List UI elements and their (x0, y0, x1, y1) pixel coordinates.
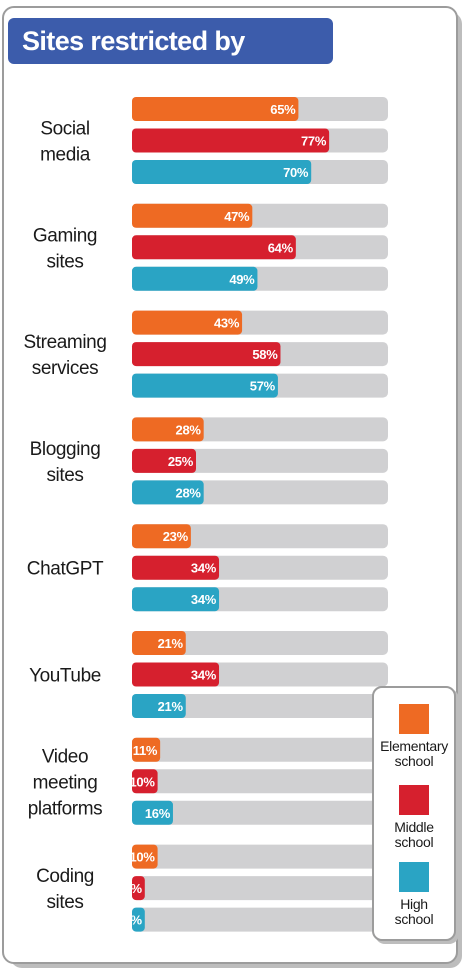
data-label: 64% (268, 240, 294, 255)
data-label: 34% (191, 668, 217, 683)
bar-middle-school (132, 769, 158, 794)
legend-label-middle-line1: Middle (394, 819, 434, 835)
bar-middle-school (132, 235, 296, 260)
bar-track (132, 876, 388, 901)
category-label: YouTube (29, 666, 101, 687)
bar-track (132, 524, 388, 549)
category-label: Video meeting platforms (28, 746, 103, 819)
data-label: 23% (163, 529, 189, 544)
bar-track (132, 737, 388, 762)
bar-middle-school (132, 662, 220, 687)
data-label: 5% (124, 881, 143, 896)
data-label: 28% (176, 422, 202, 437)
data-label: 65% (270, 102, 296, 117)
bar-group-chatgpt: ChatGPT 23% 34% 34% (27, 524, 388, 612)
bar-elementary-school (132, 631, 186, 655)
bar-elementary-school (132, 417, 204, 442)
bar-track (132, 631, 388, 655)
bar-elementary-school (132, 524, 191, 549)
category-label: ChatGPT (27, 559, 104, 580)
bar-track (132, 769, 388, 794)
data-label: 21% (158, 699, 184, 714)
bar-group-streaming-services: Streaming services 43% 58% 57% (24, 310, 388, 398)
data-label: 34% (191, 561, 217, 576)
data-label: 77% (301, 134, 327, 149)
data-label: 49% (229, 272, 255, 287)
bar-high-school (132, 907, 145, 932)
category-label: Coding sites (36, 866, 94, 913)
bar-elementary-school (132, 310, 243, 335)
legend-label-elementary-line2: school (394, 753, 434, 769)
data-label: 70% (283, 165, 309, 180)
bar-elementary-school (132, 203, 253, 228)
bar-middle-school (132, 342, 281, 367)
bar-high-school (132, 694, 186, 718)
bar-group-youtube: YouTube 21% 34% 21% (29, 631, 388, 718)
chart-title: Sites restricted by filtering (8, 18, 333, 102)
bar-group-coding-sites: Coding sites 10% 5% 5% (36, 844, 388, 932)
category-label: Gaming sites (33, 225, 97, 272)
legend-swatch-high (399, 862, 429, 892)
bar-group-blogging-sites: Blogging sites 28% 25% 28% (30, 417, 388, 505)
legend-item-elementary: Elementary school (374, 704, 454, 769)
bar-elementary-school (132, 97, 299, 121)
bar-track (132, 907, 388, 932)
bar-high-school (132, 373, 278, 398)
data-label: 16% (145, 806, 171, 821)
data-label: 58% (252, 347, 278, 362)
bar-middle-school (132, 448, 196, 473)
bar-high-school (132, 266, 258, 291)
data-label: 34% (191, 592, 217, 607)
legend-swatch-middle (399, 785, 429, 815)
bar-high-school (132, 160, 312, 184)
data-label: 10% (129, 774, 155, 789)
data-label: 43% (214, 316, 240, 331)
bar-track (132, 694, 388, 718)
bar-high-school (132, 480, 204, 505)
legend-item-middle: Middle school (374, 785, 454, 850)
bar-middle-school (132, 876, 145, 901)
bar-high-school (132, 587, 220, 612)
category-label: Blogging sites (30, 439, 101, 486)
legend: Elementary school Middle school High sch… (372, 686, 456, 941)
category-label: Streaming services (24, 332, 107, 379)
bar-track (132, 800, 388, 825)
bar-group-social-media: Social media 65% 77% 70% (40, 97, 388, 184)
data-label: 25% (168, 454, 194, 469)
legend-swatch-elementary (399, 704, 429, 734)
data-label: 21% (158, 636, 184, 651)
legend-label-high-line1: High (400, 896, 428, 912)
data-label: 57% (250, 379, 276, 394)
legend-item-high: High school (374, 862, 454, 927)
data-label: 10% (129, 850, 155, 865)
data-label: 47% (224, 209, 250, 224)
bar-middle-school (132, 555, 220, 580)
category-label: Social media (40, 119, 91, 166)
bar-elementary-school (132, 844, 158, 869)
legend-label-high-line2: school (394, 911, 434, 927)
bar-group-video-meeting-platforms: Video meeting platforms 11% 10% 16% (28, 737, 388, 825)
bar-track (132, 844, 388, 869)
data-label: 28% (176, 485, 202, 500)
legend-label-middle-line2: school (394, 834, 434, 850)
data-label: 11% (133, 743, 158, 758)
bar-elementary-school (132, 737, 161, 762)
bar-group-gaming-sites: Gaming sites 47% 64% 49% (33, 203, 388, 291)
data-label: 5% (124, 913, 143, 928)
legend-label-elementary-line1: Elementary (380, 738, 448, 754)
bar-middle-school (132, 128, 330, 153)
bar-high-school (132, 800, 173, 825)
